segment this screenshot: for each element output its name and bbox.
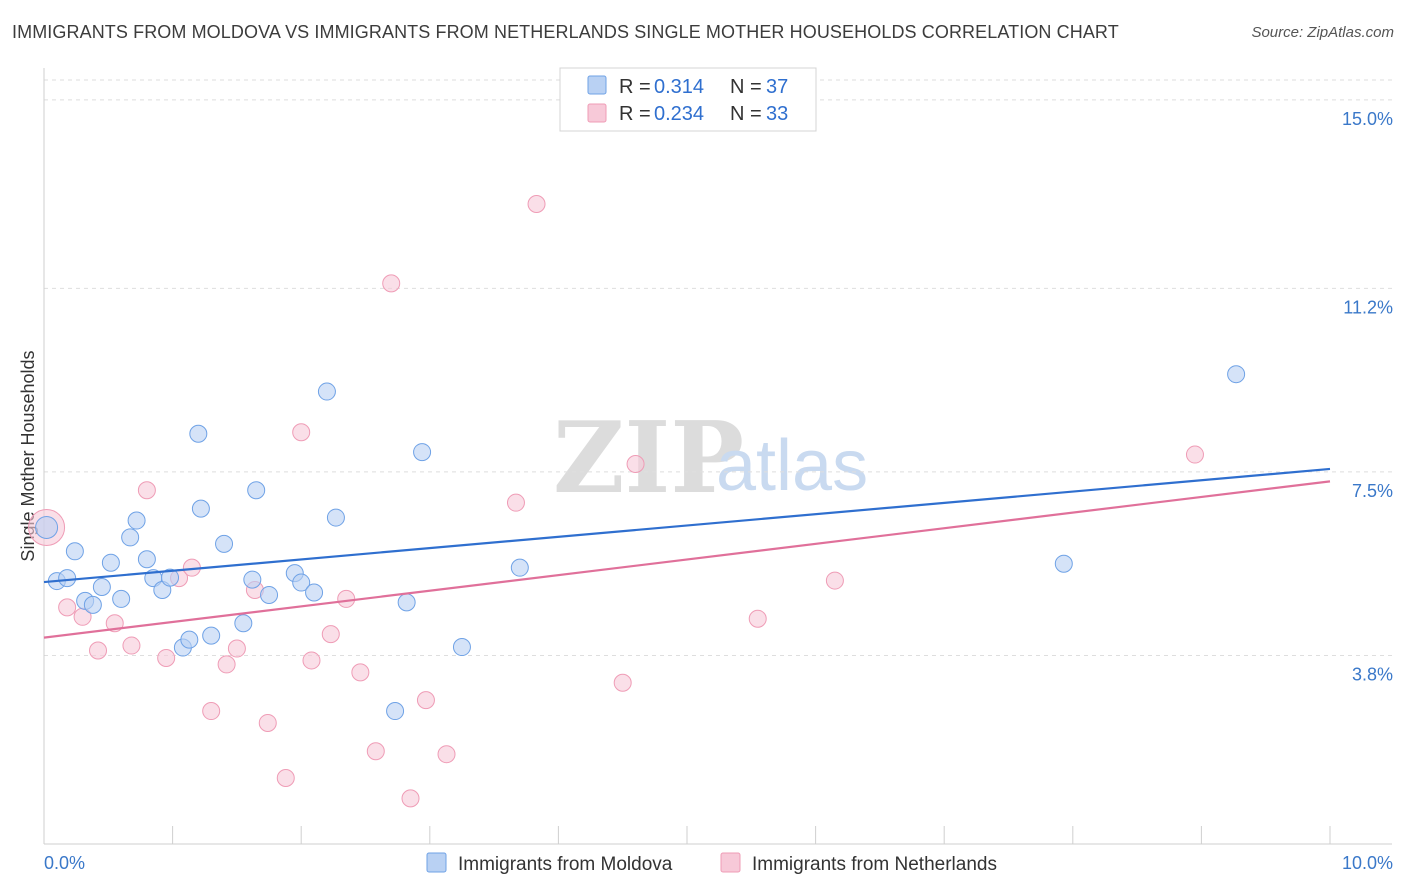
watermark-atlas: atlas [716, 426, 868, 506]
x-ticks [172, 826, 1331, 844]
point-netherlands [122, 636, 141, 655]
point-netherlands [202, 702, 221, 721]
point-moldova [452, 638, 471, 657]
point-moldova [510, 558, 529, 577]
point-netherlands [1185, 445, 1204, 464]
legend-n-label-moldova: N = [730, 76, 762, 98]
chart-title: IMMIGRANTS FROM MOLDOVA VS IMMIGRANTS FR… [12, 22, 1119, 42]
y-tick-label: 7.5% [1352, 481, 1393, 501]
point-moldova [101, 553, 120, 572]
point-moldova [326, 508, 345, 527]
point-moldova [191, 499, 210, 518]
point-moldova [397, 593, 416, 612]
point-netherlands [506, 493, 525, 512]
point-netherlands [437, 745, 456, 764]
y-tick-label: 11.2% [1343, 297, 1393, 317]
point-netherlands [613, 673, 632, 692]
y-tick-label: 3.8% [1352, 664, 1393, 684]
legend-swatch-netherlands [587, 103, 607, 123]
legend-r-value-moldova: 0.314 [654, 76, 704, 98]
legend-r-label-moldova: R = [619, 76, 651, 98]
point-netherlands [351, 663, 370, 682]
series-legend: Immigrants from Moldova Immigrants from … [426, 852, 997, 875]
point-netherlands [217, 655, 236, 674]
point-moldova [35, 515, 59, 539]
point-netherlands [157, 648, 176, 667]
x-tick-label-min: 0.0% [44, 853, 85, 873]
point-moldova [112, 589, 131, 608]
point-moldova [180, 630, 199, 649]
point-moldova [127, 511, 146, 530]
point-netherlands [137, 481, 156, 500]
point-moldova [215, 534, 234, 553]
point-netherlands [626, 454, 645, 473]
point-moldova [413, 443, 432, 462]
point-moldova [243, 570, 262, 589]
legend-n-label-netherlands: N = [730, 103, 762, 125]
point-moldova [305, 583, 324, 602]
point-netherlands [337, 589, 356, 608]
point-moldova [58, 569, 77, 588]
series-legend-swatch-netherlands [720, 852, 741, 873]
point-moldova [1054, 554, 1073, 573]
point-moldova [317, 382, 336, 401]
trend-lines [43, 467, 1331, 639]
point-moldova [386, 702, 405, 721]
point-netherlands [276, 769, 295, 788]
point-netherlands [382, 274, 401, 293]
point-netherlands [825, 571, 844, 590]
point-netherlands [58, 598, 77, 617]
point-moldova [1227, 365, 1246, 384]
series-legend-label-moldova: Immigrants from Moldova [458, 854, 673, 875]
legend-r-value-netherlands: 0.234 [654, 103, 704, 125]
point-moldova [247, 481, 266, 500]
trend-line-moldova [43, 467, 1331, 584]
point-moldova [137, 550, 156, 569]
point-netherlands [527, 195, 546, 214]
legend-swatch-moldova [587, 75, 607, 95]
stats-legend: R = 0.314 N = 37 R = 0.234 N = 33 [559, 67, 817, 132]
trend-line-netherlands [43, 480, 1331, 639]
point-netherlands [258, 713, 277, 732]
point-moldova [189, 424, 208, 443]
point-netherlands [748, 609, 767, 628]
series-legend-label-netherlands: Immigrants from Netherlands [752, 854, 997, 875]
legend-r-label-netherlands: R = [619, 103, 651, 125]
y-axis-label: Single Mother Households [18, 350, 38, 561]
point-moldova [83, 595, 102, 614]
point-netherlands [227, 639, 246, 658]
point-moldova [65, 542, 84, 561]
legend-n-value-netherlands: 33 [766, 103, 788, 125]
watermark-zip: ZIP [553, 401, 744, 516]
y-tick-label: 15.0% [1342, 109, 1393, 129]
point-netherlands [89, 641, 108, 660]
point-moldova [121, 528, 140, 547]
point-moldova [202, 626, 221, 645]
point-moldova [161, 568, 180, 587]
point-netherlands [401, 789, 420, 808]
y-tick-labels: 3.8% 7.5% 11.2% 15.0% [1342, 109, 1393, 685]
point-moldova [260, 585, 279, 604]
point-moldova [92, 578, 111, 597]
x-tick-label-max: 10.0% [1342, 853, 1393, 873]
data-points [28, 195, 1246, 808]
source-credit: Source: ZipAtlas.com [1251, 24, 1394, 41]
point-netherlands [321, 625, 340, 644]
legend-n-value-moldova: 37 [766, 76, 788, 98]
point-netherlands [302, 651, 321, 670]
point-moldova [234, 614, 253, 633]
point-moldova [292, 573, 311, 592]
series-legend-swatch-moldova [426, 852, 447, 873]
point-netherlands [292, 423, 311, 442]
point-netherlands [416, 691, 435, 710]
point-netherlands [366, 742, 385, 761]
grid-lines [44, 79, 1392, 656]
